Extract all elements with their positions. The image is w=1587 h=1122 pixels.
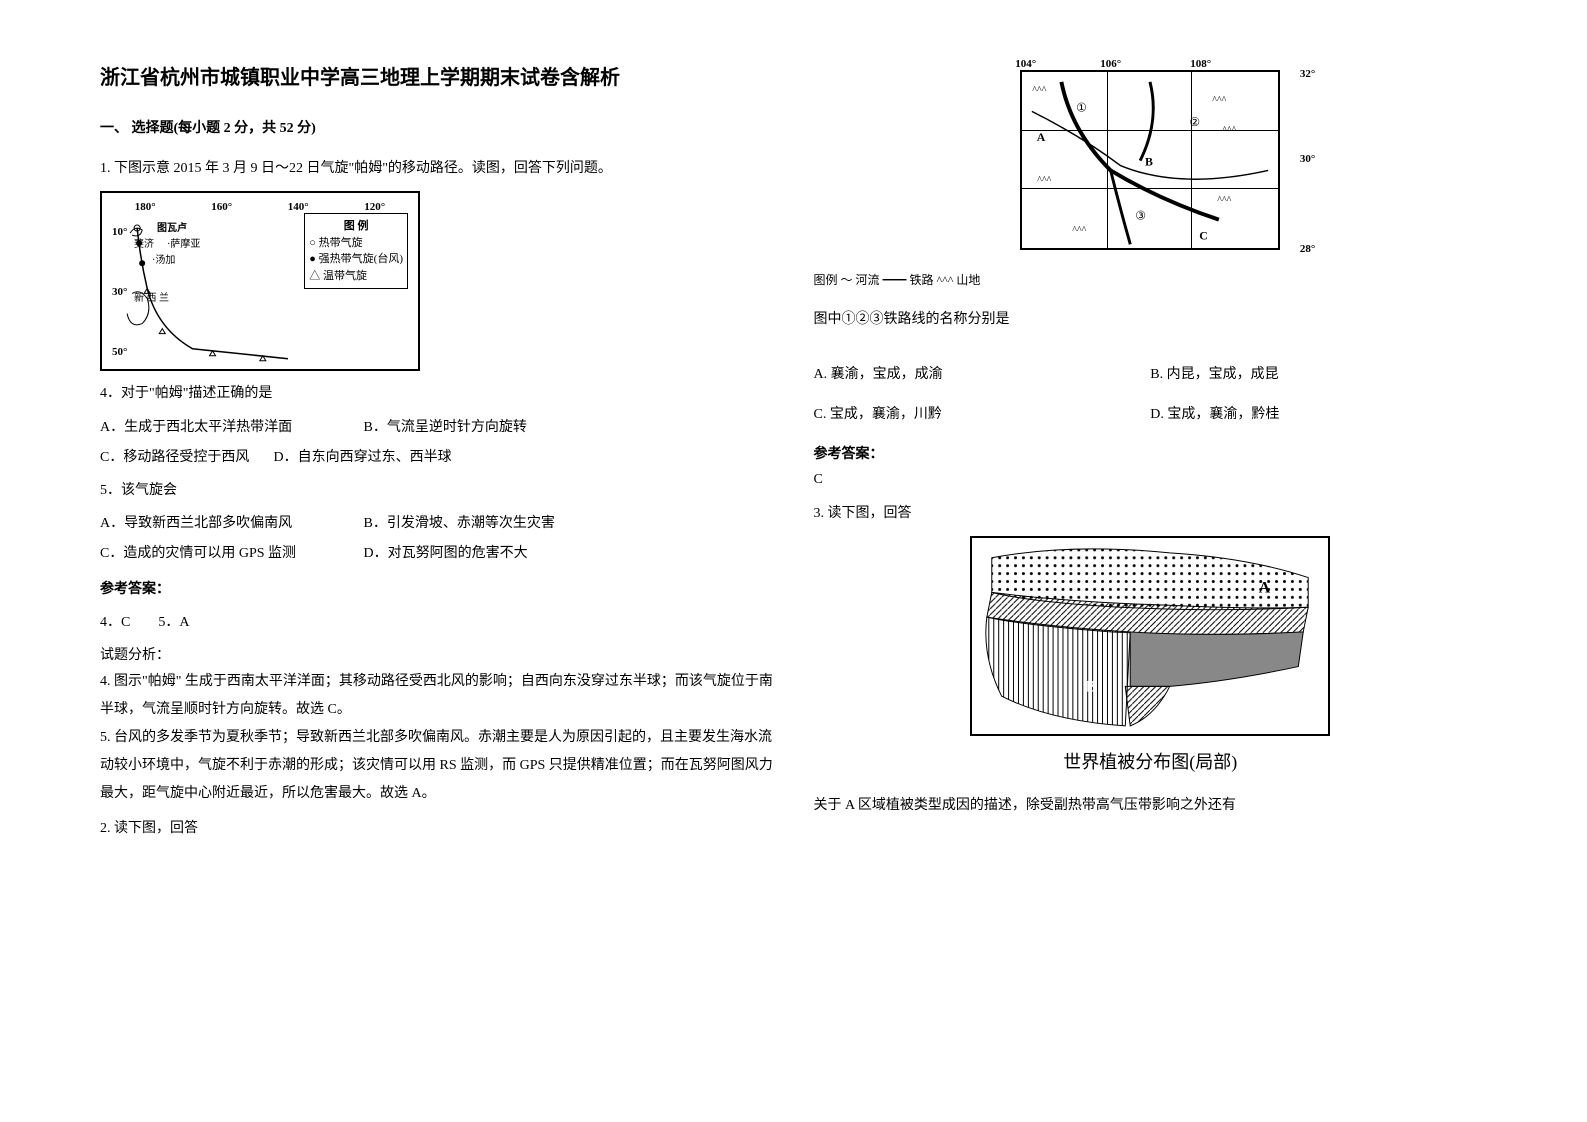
q1-intro: 1. 下图示意 2015 年 3 月 9 日～22 日气旋"帕姆"的移动路径。读… <box>100 156 774 181</box>
q2-intro: 2. 读下图，回答 <box>100 816 774 841</box>
q2-answer: C <box>814 467 1488 492</box>
svg-text:B: B <box>1145 155 1153 169</box>
q3-question: 关于 A 区域植被类型成因的描述，除受副热带高气压带影响之外还有 <box>814 793 1488 818</box>
svg-text:A: A <box>1037 130 1046 144</box>
svg-text:②: ② <box>1190 115 1201 129</box>
svg-text:A: A <box>1259 579 1271 596</box>
q2-opt-a: A. 襄渝，宝成，成渝 <box>814 362 1151 387</box>
q1-figure: 180° 160° 140° 120° 图 例 ○ 热带气旋 ● 强热带气旋(台… <box>100 191 420 371</box>
legend-title: 图 例 <box>309 218 403 235</box>
q1-4-opt-d: D．自东向西穿过东、西半球 <box>274 450 452 465</box>
legend-item: ○ 热带气旋 <box>309 235 403 252</box>
grid-label: 30° <box>1300 150 1315 170</box>
q1-5-opt-a: A．导致新西兰北部多吹偏南风 <box>100 511 360 536</box>
q3-intro: 3. 读下图，回答 <box>814 501 1488 526</box>
q2-answer-header: 参考答案： <box>814 442 1488 467</box>
q2-opt-d: D. 宝成，襄渝，黔桂 <box>1150 402 1487 427</box>
analysis-header: 试题分析： <box>100 643 774 668</box>
answer-header: 参考答案： <box>100 577 774 602</box>
svg-text:B: B <box>1086 678 1097 695</box>
grid-label: 104° <box>1015 55 1036 75</box>
grid-label: 28° <box>1300 240 1315 260</box>
q2-opt-c: C. 宝成，襄渝，川黔 <box>814 402 1151 427</box>
q1-5-opt-b: B．引发滑坡、赤潮等次生灾害 <box>364 516 555 531</box>
africa-svg: A B <box>972 538 1328 736</box>
grid-label: 108° <box>1190 55 1211 75</box>
q1-4-opt-b: B．气流呈逆时针方向旋转 <box>364 420 527 435</box>
q1-analysis5: 5. 台风的多发季节为夏秋季节；导致新西兰北部多吹偏南风。赤潮主要是人为原因引起… <box>100 724 774 808</box>
svg-text:③: ③ <box>1135 209 1146 223</box>
q1-4-opt-a: A．生成于西北太平洋热带洋面 <box>100 415 360 440</box>
q1-4: 4．对于"帕姆"描述正确的是 <box>100 381 774 406</box>
page-title: 浙江省杭州市城镇职业中学高三地理上学期期末试卷含解析 <box>100 60 774 96</box>
q1-5-opt-c: C．造成的灾情可以用 GPS 监测 <box>100 541 360 566</box>
q1-analysis4: 4. 图示"帕姆" 生成于西南太平洋洋面；其移动路径受西北风的影响；自西向东没穿… <box>100 668 774 724</box>
legend-item: ● 强热带气旋(台风) <box>309 251 403 268</box>
svg-text:①: ① <box>1076 100 1087 114</box>
path-svg <box>112 218 293 369</box>
svg-text:C: C <box>1199 228 1208 242</box>
legend-box: 图 例 ○ 热带气旋 ● 强热带气旋(台风) △ 温带气旋 <box>304 213 408 289</box>
q2-map-svg: A B C ① ② ③ <box>1022 72 1278 249</box>
grid-label: 106° <box>1100 55 1121 75</box>
legend-item: △ 温带气旋 <box>309 268 403 285</box>
q1-5: 5．该气旋会 <box>100 478 774 503</box>
q3-caption: 世界植被分布图(局部) <box>814 746 1488 778</box>
q2-opt-b: B. 内昆，宝成，成昆 <box>1150 362 1487 387</box>
lon-label: 160° <box>211 198 232 218</box>
q2-figure: A B C ① ② ③ ^^^ ^^^ ^^^ ^^^ ^^^ ^^^ 104°… <box>1010 60 1290 260</box>
q1-5-opt-d: D．对瓦努阿图的危害不大 <box>364 546 528 561</box>
section-header: 一、 选择题(每小题 2 分，共 52 分) <box>100 116 774 141</box>
q3-figure: A B <box>970 536 1330 736</box>
lon-label: 180° <box>135 198 156 218</box>
q1-4-opt-c: C．移动路径受控于西风 <box>100 445 270 470</box>
q1-answers: 4．C 5．A <box>100 610 774 635</box>
q2-caption: 图例 ～ 河流 ━━ 铁路 ^^^ 山地 <box>814 270 1488 292</box>
grid-label: 32° <box>1300 65 1315 85</box>
q2-question: 图中①②③铁路线的名称分别是 <box>814 307 1488 332</box>
